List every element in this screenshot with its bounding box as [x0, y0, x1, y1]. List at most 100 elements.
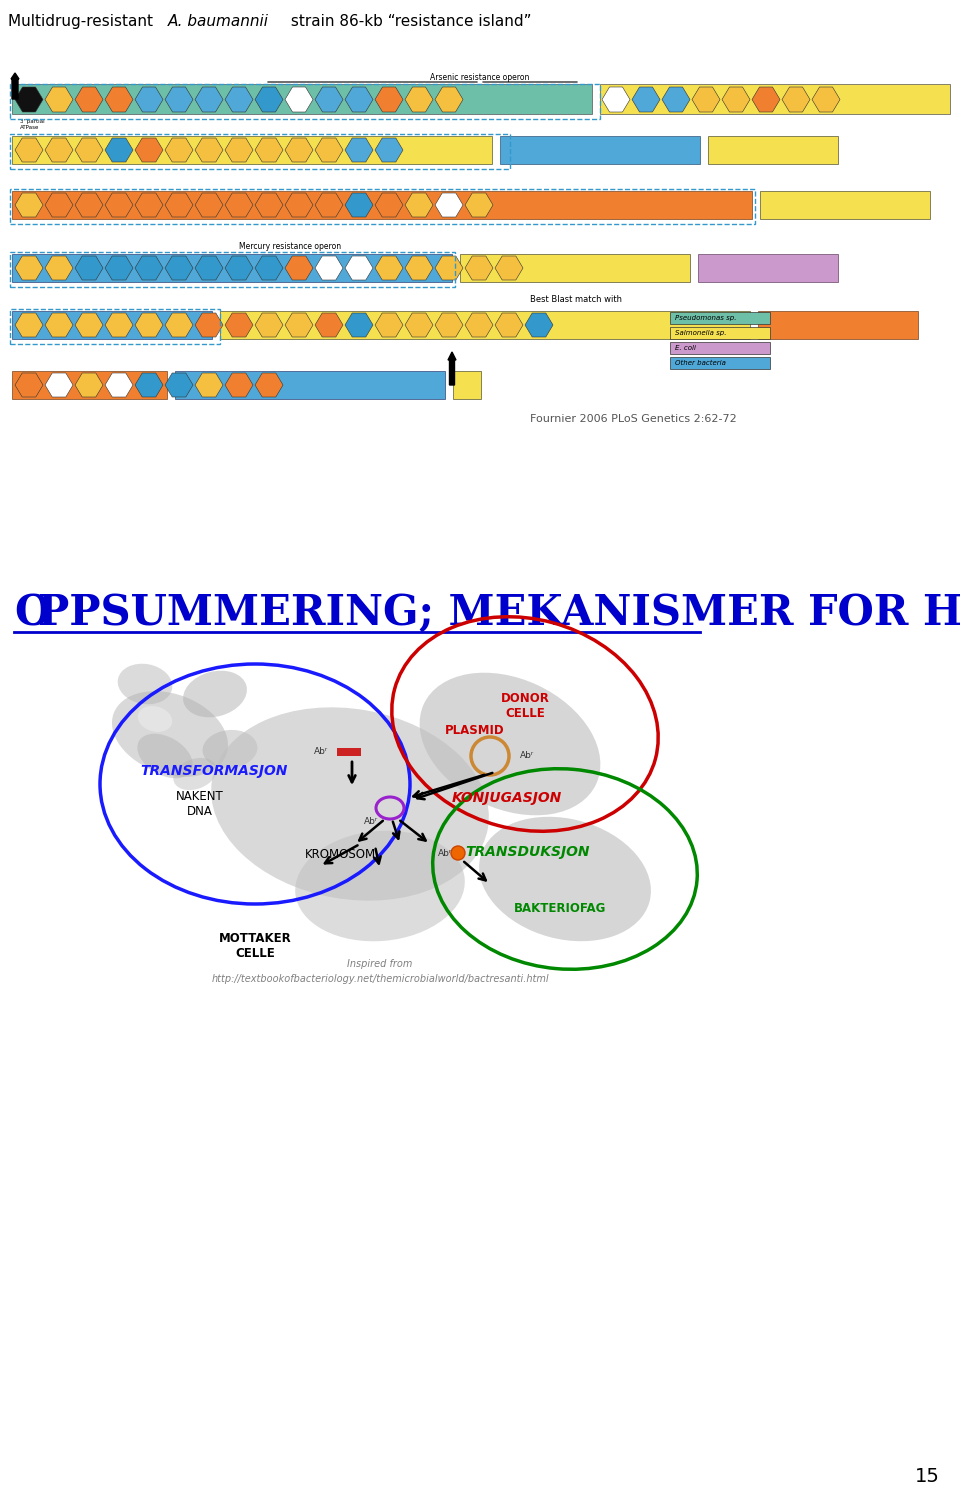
- Text: 15: 15: [915, 1466, 940, 1486]
- Bar: [220, 311, 750, 338]
- Polygon shape: [135, 193, 163, 217]
- Polygon shape: [662, 87, 690, 111]
- Polygon shape: [315, 193, 343, 217]
- Bar: [10, 190, 755, 224]
- Bar: [12, 371, 167, 399]
- Text: Inspired from: Inspired from: [348, 960, 413, 969]
- Polygon shape: [225, 138, 253, 162]
- Bar: [10, 84, 600, 119]
- Polygon shape: [135, 138, 163, 162]
- Polygon shape: [135, 87, 163, 111]
- Polygon shape: [135, 313, 163, 337]
- Bar: [708, 135, 838, 164]
- Polygon shape: [602, 87, 630, 111]
- Polygon shape: [315, 138, 343, 162]
- Text: 3' partial
ATPase: 3' partial ATPase: [20, 119, 44, 129]
- Ellipse shape: [420, 672, 600, 815]
- Polygon shape: [75, 256, 103, 280]
- Polygon shape: [285, 256, 313, 280]
- Polygon shape: [15, 256, 43, 280]
- Ellipse shape: [173, 758, 217, 790]
- Polygon shape: [195, 373, 223, 397]
- Ellipse shape: [137, 734, 193, 778]
- Text: TRANSDUKSJON: TRANSDUKSJON: [465, 845, 589, 859]
- Polygon shape: [45, 256, 73, 280]
- Polygon shape: [105, 373, 133, 397]
- Text: Multidrug-resistant: Multidrug-resistant: [8, 14, 157, 29]
- Text: Mercury resistance operon: Mercury resistance operon: [239, 242, 341, 251]
- Text: DONOR
CELLE: DONOR CELLE: [500, 692, 549, 720]
- Ellipse shape: [118, 663, 172, 704]
- Text: Abʳ: Abʳ: [520, 752, 535, 761]
- Bar: [670, 356, 770, 368]
- Polygon shape: [632, 87, 660, 111]
- Polygon shape: [722, 87, 750, 111]
- Bar: [600, 84, 950, 114]
- Polygon shape: [495, 313, 523, 337]
- Polygon shape: [285, 87, 313, 111]
- Polygon shape: [225, 313, 253, 337]
- Polygon shape: [375, 87, 403, 111]
- Ellipse shape: [479, 817, 651, 942]
- Polygon shape: [15, 373, 43, 397]
- Text: Arsenic resistance operon: Arsenic resistance operon: [430, 74, 530, 83]
- Polygon shape: [75, 138, 103, 162]
- Text: Fournier 2006 PLoS Genetics 2:62-72: Fournier 2006 PLoS Genetics 2:62-72: [530, 414, 736, 424]
- Bar: [337, 747, 361, 757]
- Text: KROMOSOM: KROMOSOM: [304, 847, 375, 860]
- Polygon shape: [45, 87, 73, 111]
- Polygon shape: [405, 87, 433, 111]
- Polygon shape: [45, 138, 73, 162]
- Polygon shape: [45, 373, 73, 397]
- Polygon shape: [105, 87, 133, 111]
- Bar: [670, 341, 770, 353]
- FancyArrow shape: [11, 74, 19, 99]
- Polygon shape: [315, 256, 343, 280]
- Bar: [670, 326, 770, 338]
- Polygon shape: [105, 256, 133, 280]
- Polygon shape: [255, 373, 283, 397]
- Bar: [460, 254, 690, 283]
- Polygon shape: [345, 138, 373, 162]
- Text: PLASMID: PLASMID: [445, 725, 505, 737]
- Text: A. baumannii: A. baumannii: [168, 14, 269, 29]
- Polygon shape: [195, 87, 223, 111]
- Bar: [10, 253, 455, 287]
- Polygon shape: [435, 313, 463, 337]
- Polygon shape: [165, 138, 193, 162]
- Polygon shape: [165, 373, 193, 397]
- Polygon shape: [225, 256, 253, 280]
- Ellipse shape: [211, 707, 489, 901]
- Ellipse shape: [203, 729, 257, 769]
- Polygon shape: [465, 193, 493, 217]
- Polygon shape: [752, 87, 780, 111]
- Bar: [670, 311, 770, 323]
- Text: O: O: [14, 593, 50, 635]
- Text: Abʳ: Abʳ: [364, 818, 378, 827]
- Polygon shape: [375, 256, 403, 280]
- Polygon shape: [165, 193, 193, 217]
- Text: Other bacteria: Other bacteria: [675, 359, 726, 365]
- Bar: [698, 254, 838, 283]
- Polygon shape: [195, 193, 223, 217]
- Polygon shape: [375, 138, 403, 162]
- Polygon shape: [495, 256, 523, 280]
- Polygon shape: [225, 87, 253, 111]
- Polygon shape: [375, 193, 403, 217]
- Bar: [12, 84, 592, 114]
- Polygon shape: [75, 193, 103, 217]
- Text: PPSUMMERING; MEKANISMER FOR HGT: PPSUMMERING; MEKANISMER FOR HGT: [38, 593, 960, 635]
- Polygon shape: [285, 193, 313, 217]
- Text: Abʳ: Abʳ: [438, 848, 452, 857]
- Polygon shape: [435, 87, 463, 111]
- Bar: [758, 311, 918, 338]
- Polygon shape: [255, 193, 283, 217]
- Polygon shape: [315, 313, 343, 337]
- Polygon shape: [105, 193, 133, 217]
- Polygon shape: [255, 138, 283, 162]
- Polygon shape: [195, 256, 223, 280]
- Polygon shape: [105, 313, 133, 337]
- Ellipse shape: [295, 830, 465, 942]
- Text: Salmonella sp.: Salmonella sp.: [675, 329, 727, 335]
- Polygon shape: [375, 313, 403, 337]
